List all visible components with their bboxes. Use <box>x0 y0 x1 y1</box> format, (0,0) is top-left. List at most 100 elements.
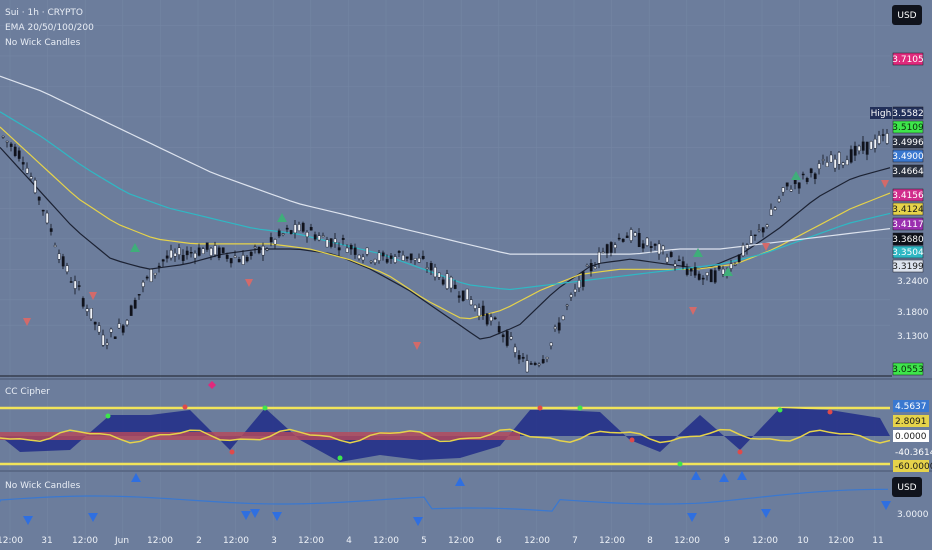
candle <box>877 135 881 144</box>
time-tick: 12:00 <box>298 536 324 546</box>
candle <box>881 134 885 136</box>
candle <box>537 363 541 366</box>
nwc-down-icon <box>250 509 260 518</box>
candle <box>593 266 597 269</box>
ema200-line <box>0 75 891 255</box>
candle <box>281 233 285 235</box>
cipher-pane: 4.5637 2.8091 0.0000 -40.3614 -60.0000 <box>0 381 932 472</box>
price-tag-label: 3.3504 <box>892 248 924 258</box>
cipher-tag: 0.0000 <box>893 430 929 442</box>
candle <box>201 248 205 254</box>
price-tag: 3.4664 <box>892 164 924 178</box>
nwc-up-icon <box>131 473 141 482</box>
candle <box>525 360 529 373</box>
candle <box>209 248 213 256</box>
cipher-tag-label: -60.0000 <box>895 462 932 472</box>
candle <box>45 212 49 224</box>
candle <box>397 251 401 253</box>
candle <box>777 198 781 202</box>
candle <box>717 265 721 270</box>
candle <box>733 264 737 266</box>
cipher-dot <box>262 405 268 411</box>
candle <box>761 227 765 233</box>
candle <box>317 235 321 241</box>
candles <box>1 128 889 373</box>
candle <box>5 140 9 143</box>
candle <box>533 362 537 365</box>
candle <box>577 280 581 288</box>
down-arrow-icon <box>89 292 97 300</box>
nwc-down-icon <box>272 512 282 521</box>
high-prefix: High <box>871 109 892 119</box>
candle <box>421 255 425 259</box>
candle <box>69 281 73 283</box>
candle <box>529 363 533 365</box>
nwc-currency-button[interactable]: USD <box>892 477 922 497</box>
candle <box>321 235 325 237</box>
candle <box>721 268 725 275</box>
time-tick: 12:00 <box>448 536 474 546</box>
price-tag: 3.3504 <box>892 245 924 259</box>
candle <box>53 245 57 247</box>
time-tick: 12:00 <box>0 536 23 546</box>
candle <box>489 316 493 322</box>
cipher-label: CC Cipher <box>5 387 50 397</box>
price-tag-label: 3.7105 <box>892 55 924 65</box>
price-tag: 3.4900 <box>892 149 924 163</box>
candle <box>553 326 557 329</box>
up-arrow-icon <box>693 248 703 257</box>
time-tick: 12:00 <box>373 536 399 546</box>
currency-button[interactable]: USD <box>892 5 922 25</box>
candle <box>61 256 65 267</box>
candle <box>273 239 277 245</box>
nwc-label-top: No Wick Candles <box>5 38 81 48</box>
candle <box>701 277 705 280</box>
signal-arrows <box>23 171 889 350</box>
cipher-tag: 2.8091 <box>893 415 929 427</box>
candle <box>829 154 833 163</box>
candle <box>617 237 621 240</box>
candle <box>473 304 477 309</box>
candle <box>793 179 797 185</box>
candle <box>437 272 441 278</box>
candle <box>833 159 837 169</box>
candle <box>365 247 369 255</box>
candle <box>401 255 405 261</box>
cipher-tag: 4.5637 <box>893 400 929 412</box>
candle <box>465 288 469 300</box>
candle <box>645 237 649 246</box>
candle <box>377 252 381 261</box>
time-tick: 4 <box>346 536 352 546</box>
candle <box>113 336 117 339</box>
candle <box>221 247 225 253</box>
candle <box>857 145 861 151</box>
candle <box>677 259 681 261</box>
candle <box>481 305 485 317</box>
candle <box>313 234 317 240</box>
nwc-up-icon <box>691 471 701 480</box>
nwc-tick: 3.0000 <box>897 510 929 520</box>
candle <box>817 163 821 169</box>
candle <box>93 321 97 325</box>
candle <box>133 299 137 309</box>
candle <box>637 232 641 247</box>
candle <box>585 265 589 267</box>
candle <box>673 263 677 267</box>
candle <box>805 177 809 182</box>
cipher-dot <box>182 404 188 410</box>
down-arrow-icon <box>23 318 31 326</box>
candle <box>469 299 473 306</box>
candle <box>197 247 201 256</box>
candle <box>785 182 789 187</box>
candle <box>57 253 61 260</box>
candle <box>461 290 465 301</box>
candle <box>505 330 509 346</box>
candle <box>257 246 261 254</box>
nwc-down-icon <box>23 516 33 525</box>
candle <box>149 269 153 282</box>
candle <box>109 328 113 333</box>
down-arrow-icon <box>762 243 770 251</box>
candle <box>781 187 785 193</box>
price-tag-label: 3.4664 <box>892 167 924 177</box>
price-tag-label: 3.3680 <box>892 235 924 245</box>
